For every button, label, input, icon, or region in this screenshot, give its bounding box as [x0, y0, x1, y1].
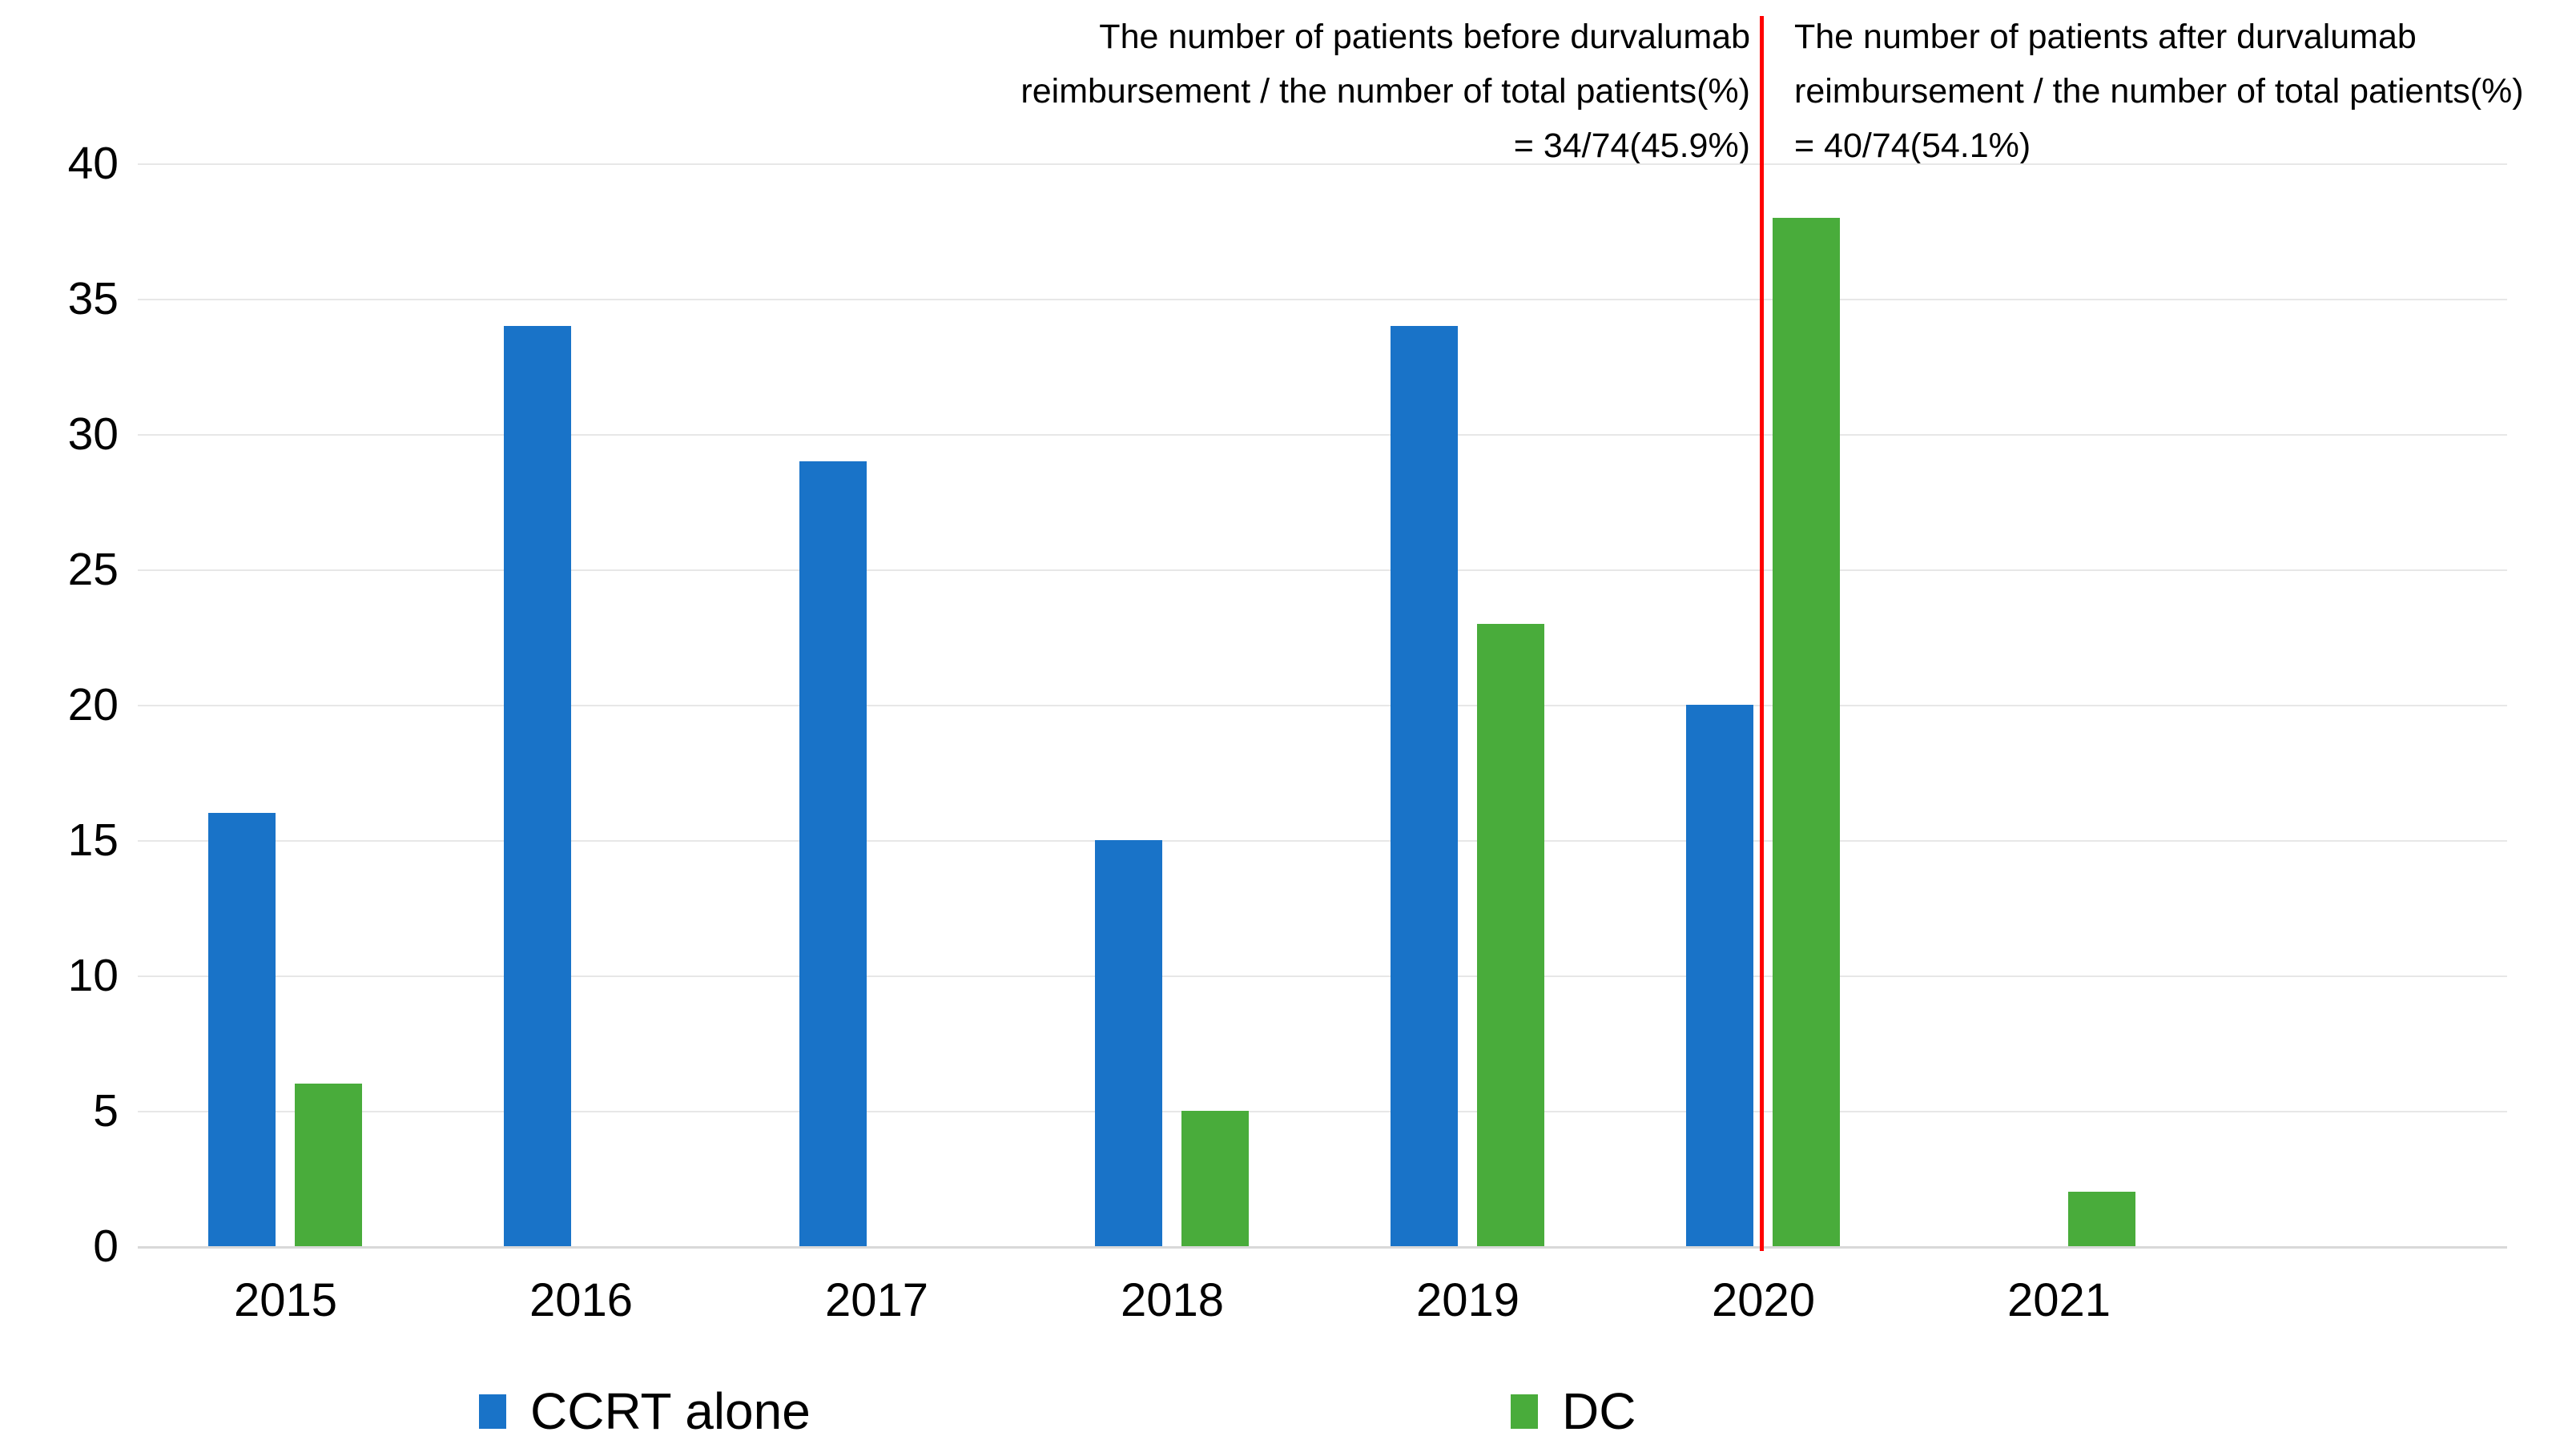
y-tick-label-30: 30: [67, 408, 119, 460]
x-tick-label-2020: 2020: [1711, 1274, 1816, 1326]
gridline-35: [138, 299, 2507, 300]
annotation-before-line-3: = 34/74(45.9%): [1513, 127, 1750, 165]
y-axis-labels: 0 5 10 15 20 25 30 35 40: [0, 0, 128, 1440]
x-tick-label-2021: 2021: [2006, 1274, 2111, 1326]
legend-swatch-dc: [1511, 1394, 1538, 1429]
y-tick-label-25: 25: [67, 544, 119, 595]
reimbursement-divider-line: [1760, 16, 1764, 1251]
y-tick-label-15: 15: [67, 815, 119, 866]
y-tick-label-5: 5: [93, 1085, 119, 1136]
gridline-10: [138, 975, 2507, 977]
y-tick-label-35: 35: [67, 273, 119, 324]
legend-label-ccrt-alone: CCRT alone: [530, 1382, 811, 1440]
y-tick-label-40: 40: [67, 138, 119, 189]
bar-ccrt-alone-2016: [504, 325, 571, 1246]
annotation-after-line-1: The number of patients after durvalumab: [1794, 18, 2417, 56]
gridline-0: [138, 1246, 2507, 1249]
bar-dc-2019: [1477, 623, 1544, 1246]
gridline-20: [138, 705, 2507, 706]
x-tick-label-2018: 2018: [1120, 1274, 1225, 1326]
annotation-before-line-1: The number of patients before durvalumab: [1099, 18, 1750, 56]
x-tick-label-2017: 2017: [824, 1274, 929, 1326]
annotation-after-line-2: reimbursement / the number of total pati…: [1794, 72, 2524, 111]
bar-dc-2015: [295, 1084, 362, 1246]
bar-ccrt-alone-2015: [208, 813, 276, 1246]
y-tick-label-20: 20: [67, 679, 119, 730]
legend-label-dc: DC: [1562, 1382, 1636, 1440]
bar-dc-2018: [1181, 1111, 1249, 1246]
bar-ccrt-alone-2020: [1686, 705, 1753, 1246]
bar-ccrt-alone-2018: [1095, 840, 1162, 1246]
legend-swatch-ccrt-alone: [479, 1394, 506, 1429]
bar-dc-2020: [1773, 217, 1840, 1246]
bar-ccrt-alone-2019: [1391, 325, 1458, 1246]
x-tick-label-2015: 2015: [233, 1274, 338, 1326]
y-tick-label-10: 10: [67, 950, 119, 1001]
bar-ccrt-alone-2017: [799, 461, 867, 1246]
gridline-25: [138, 569, 2507, 571]
legend-item-ccrt-alone: CCRT alone: [479, 1382, 811, 1440]
bar-dc-2021: [2068, 1192, 2135, 1246]
annotation-after-reimbursement: The number of patients after durvalumab …: [1794, 10, 2524, 173]
gridline-30: [138, 434, 2507, 436]
x-tick-label-2016: 2016: [529, 1274, 634, 1326]
annotation-after-line-3: = 40/74(54.1%): [1794, 127, 2031, 165]
gridline-15: [138, 840, 2507, 842]
y-tick-label-0: 0: [93, 1221, 119, 1272]
legend-item-dc: DC: [1511, 1382, 1636, 1440]
gridline-40: [138, 163, 2507, 165]
annotation-before-reimbursement: The number of patients before durvalumab…: [1020, 10, 1750, 173]
x-tick-label-2019: 2019: [1415, 1274, 1520, 1326]
annotation-before-line-2: reimbursement / the number of total pati…: [1020, 72, 1750, 111]
gridline-5: [138, 1111, 2507, 1112]
